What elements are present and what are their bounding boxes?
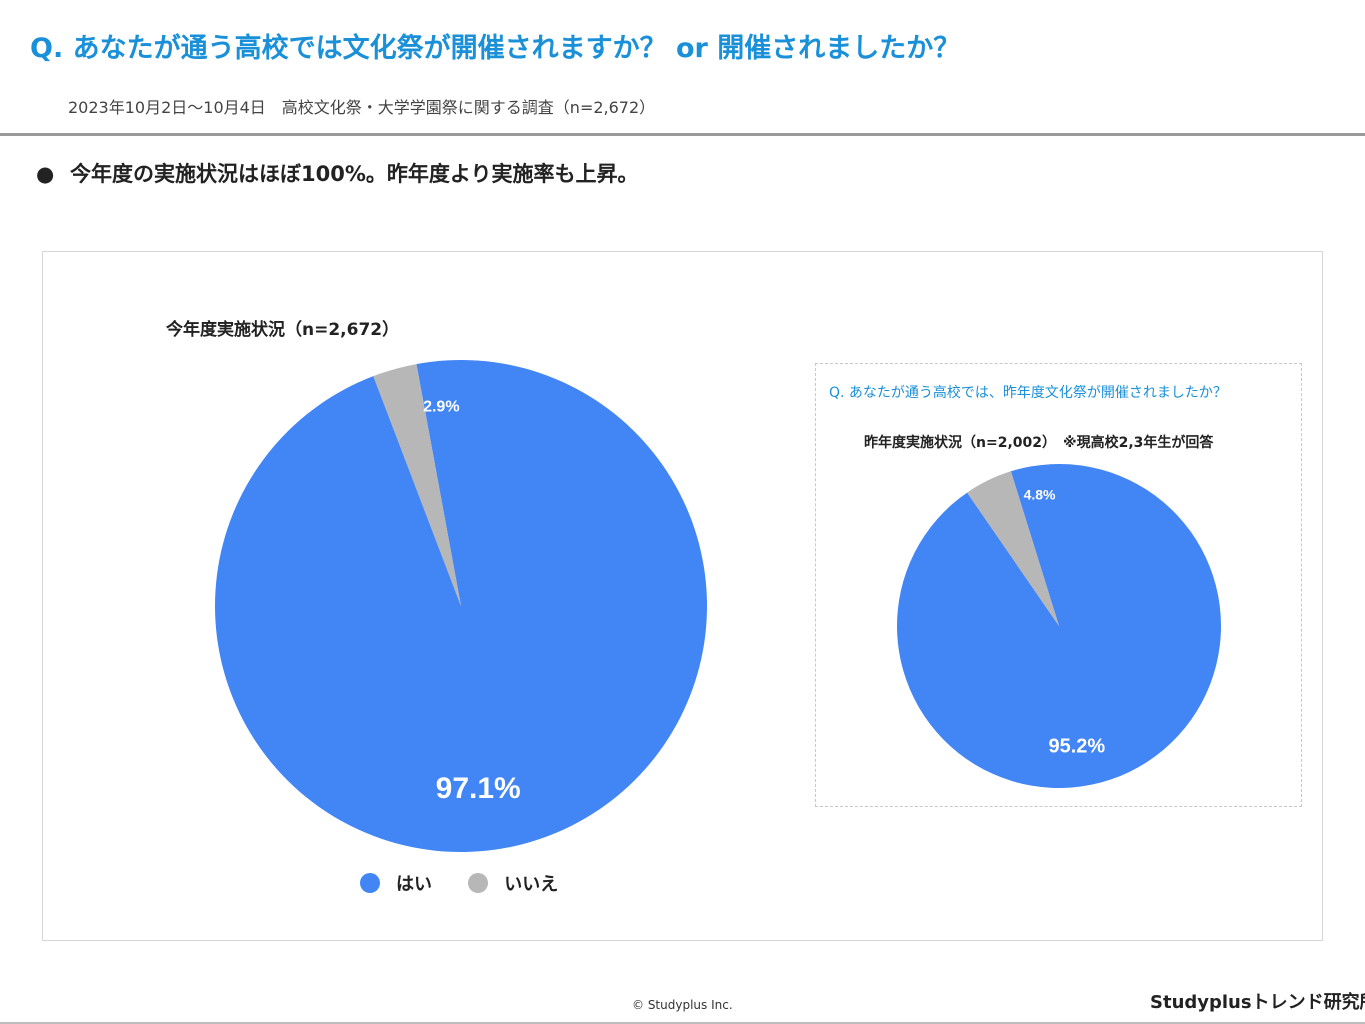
inset-pie-chart: 95.2% 4.8% — [897, 464, 1221, 788]
chart-frame — [42, 251, 1323, 941]
inset-pie-slice-1 — [967, 471, 1059, 626]
legend-swatch-yes — [360, 873, 380, 893]
main-pie-slice-1 — [373, 364, 461, 606]
main-chart-title: 今年度実施状況（n=2,672） — [166, 320, 400, 340]
copyright: © Studyplus Inc. — [632, 998, 733, 1012]
chart-legend: はい いいえ — [360, 870, 588, 898]
key-finding: ● 今年度の実施状況はほぼ100%。昨年度より実施率も上昇。 — [36, 158, 638, 188]
inset-pie-data-label-0: 95.2% — [1048, 735, 1105, 757]
main-pie-data-label-1: 2.9% — [423, 399, 459, 416]
inset-chart-title: 昨年度実施状況（n=2,002） ※現高校2,3年生が回答 — [864, 435, 1214, 451]
header-divider — [0, 133, 1365, 136]
footer-divider — [0, 1022, 1365, 1024]
survey-info: 2023年10月2日～10月4日 高校文化祭・大学学園祭に関する調査（n=2,6… — [68, 98, 656, 117]
legend-label-yes: はい — [396, 874, 432, 895]
main-pie-data-label-0: 97.1% — [436, 772, 521, 805]
main-pie-slice-0 — [214, 360, 707, 852]
inset-question: Q. あなたが通う高校では、昨年度文化祭が開催されましたか？ — [829, 385, 1227, 401]
bullet-icon: ● — [36, 162, 55, 186]
header: Q. あなたが通う高校では文化祭が開催されますか？ or 開催されましたか？ 2… — [0, 0, 1365, 133]
legend-item-no: いいえ — [468, 870, 558, 896]
brand-logo-text: Studyplusトレンド研究所 — [1150, 992, 1365, 1013]
legend-swatch-no — [468, 873, 489, 893]
main-pie-chart: 97.1% 2.9% — [214, 360, 707, 852]
inset-pie-data-label-1: 4.8% — [1024, 487, 1056, 503]
key-finding-text: 今年度の実施状況はほぼ100%。昨年度より実施率も上昇。 — [70, 162, 639, 186]
legend-label-no: いいえ — [504, 874, 559, 895]
inset-panel — [815, 363, 1302, 807]
legend-item-yes: はい — [360, 870, 432, 896]
question-title: Q. あなたが通う高校では文化祭が開催されますか？ or 開催されましたか？ — [30, 33, 961, 64]
